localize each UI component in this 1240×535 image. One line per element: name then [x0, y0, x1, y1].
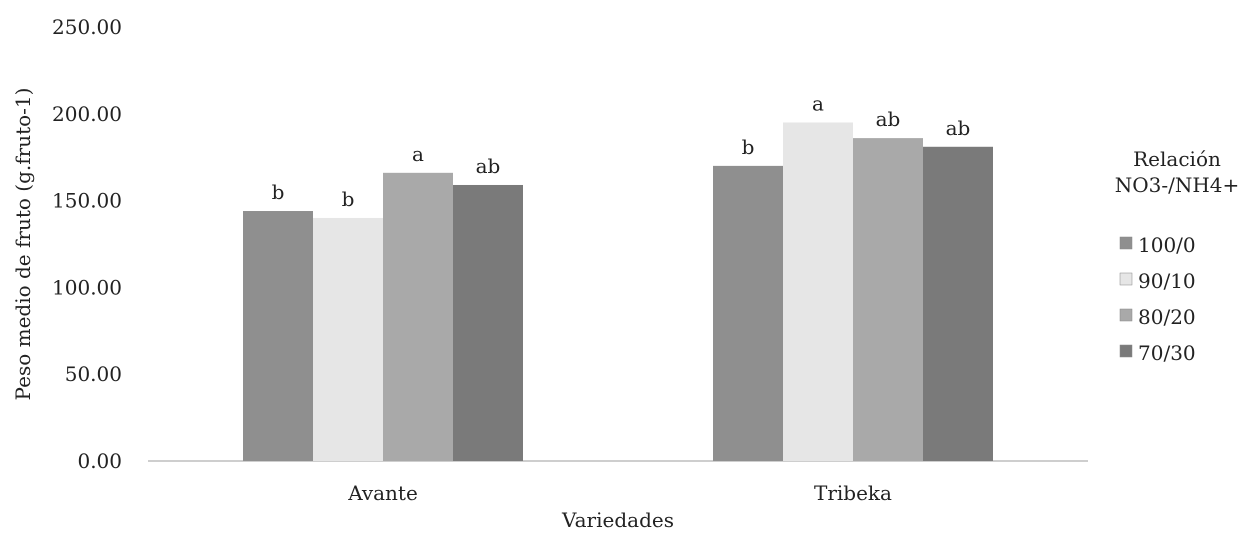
x-axis-title: Variedades — [561, 508, 674, 532]
bar — [783, 122, 853, 461]
legend-items: 100/0 90/10 80/20 70/30 — [1119, 233, 1196, 365]
y-axis-title: Peso medio de fruto (g.fruto-1) — [11, 88, 35, 401]
bar-significance-label: a — [412, 142, 424, 166]
category-label: Avante — [347, 481, 418, 505]
y-tick-label: 100.00 — [52, 275, 122, 299]
legend-swatch — [1119, 236, 1133, 250]
legend: Relación NO3-/NH4+ 100/0 90/10 80/20 70/30 — [1115, 147, 1240, 365]
bar-significance-label: a — [812, 91, 824, 115]
legend-label: 90/10 — [1138, 269, 1196, 293]
legend-label: 70/30 — [1138, 341, 1196, 365]
y-axis-title-main: Peso medio de fruto (g.fruto-1) — [11, 88, 35, 401]
legend-label: 80/20 — [1138, 305, 1196, 329]
bar-labels: b b a ab b a ab ab — [272, 91, 971, 210]
legend-title-line2: NO3-/NH4+ — [1115, 173, 1240, 197]
y-tick-label: 250.00 — [52, 15, 122, 39]
bar-significance-label: ab — [476, 154, 501, 178]
y-tick-label: 50.00 — [65, 362, 122, 386]
bar-significance-label: ab — [946, 116, 971, 140]
bar — [383, 172, 453, 461]
legend-swatch — [1119, 272, 1133, 286]
bar — [453, 184, 523, 461]
bar — [923, 146, 993, 461]
bar-significance-label: b — [742, 135, 755, 159]
legend-item: 90/10 — [1119, 269, 1196, 293]
bar-significance-label: ab — [876, 107, 901, 131]
category-label: Tribeka — [814, 481, 892, 505]
y-tick-label: 0.00 — [77, 449, 122, 473]
bar — [713, 165, 783, 461]
legend-title-line1: Relación — [1133, 147, 1221, 171]
legend-label: 100/0 — [1138, 233, 1196, 257]
bar — [243, 211, 313, 461]
bar-significance-label: b — [342, 187, 355, 211]
legend-swatch — [1119, 308, 1133, 322]
bar — [313, 217, 383, 461]
legend-swatch — [1119, 344, 1133, 358]
y-axis-ticks: 0.00 50.00 100.00 150.00 200.00 250.00 — [52, 15, 122, 473]
bars — [243, 122, 993, 461]
legend-item: 80/20 — [1119, 305, 1196, 329]
bar — [853, 138, 923, 461]
category-labels: Avante Tribeka — [347, 481, 892, 505]
bar-significance-label: b — [272, 180, 285, 204]
legend-item: 100/0 — [1119, 233, 1196, 257]
y-tick-label: 200.00 — [52, 102, 122, 126]
y-tick-label: 150.00 — [52, 189, 122, 213]
legend-item: 70/30 — [1119, 341, 1196, 365]
